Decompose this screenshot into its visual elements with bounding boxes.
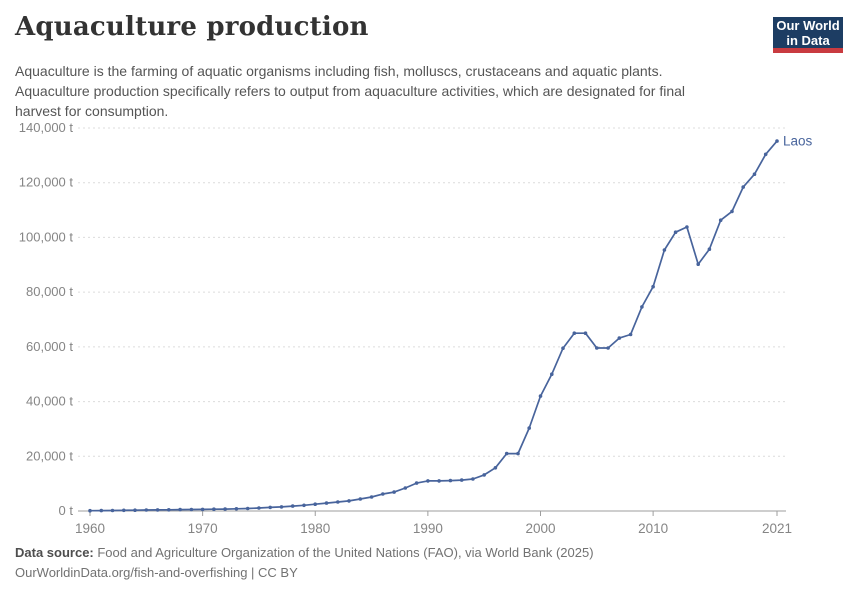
data-point-marker[interactable] [257,506,261,510]
data-point-marker[interactable] [775,139,779,143]
data-point-marker[interactable] [99,508,104,513]
subtitle-line: harvest for consumption. [15,103,169,119]
subtitle-line: Aquaculture production specifically refe… [15,83,686,99]
chart-footer: Data source: Food and Agriculture Organi… [15,543,594,583]
data-point-marker[interactable] [741,185,745,189]
data-point-marker[interactable] [189,507,194,512]
data-point-marker[interactable] [651,284,655,289]
data-point-marker[interactable] [302,503,306,508]
data-point-marker[interactable] [448,478,453,483]
data-point-marker[interactable] [673,230,678,234]
data-point-marker[interactable] [336,500,340,504]
data-point-marker[interactable] [662,248,667,252]
x-axis-tick-label: 2000 [525,521,555,536]
x-axis-tick-label: 1990 [413,521,443,536]
y-axis-tick-label: 100,000 t [19,229,74,244]
data-point-marker[interactable] [392,490,396,494]
footer-link[interactable]: OurWorldinData.org/fish-and-overfishing … [15,565,298,580]
data-source-label: Data source: [15,545,94,560]
data-point-marker[interactable] [223,507,227,511]
data-point-marker[interactable] [595,346,599,350]
data-point-marker[interactable] [459,478,464,482]
data-point-marker[interactable] [381,492,385,496]
data-point-marker[interactable] [493,466,498,470]
series-end-label[interactable]: Laos [783,134,813,149]
data-point-marker[interactable] [234,507,239,511]
data-point-marker[interactable] [313,502,318,507]
y-axis-tick-label: 40,000 t [26,394,73,409]
data-point-marker[interactable] [527,426,531,430]
data-point-marker[interactable] [347,499,351,503]
y-axis-tick-label: 120,000 t [19,175,74,190]
data-source-line: Data source: Food and Agriculture Organi… [15,543,594,563]
data-point-marker[interactable] [752,172,757,176]
data-point-marker[interactable] [437,479,441,483]
x-axis-tick-label: 2010 [638,521,668,536]
owid-logo-line1: Our World [776,17,840,33]
data-point-marker[interactable] [685,225,689,229]
data-point-marker[interactable] [414,481,419,485]
x-axis-tick-label: 1960 [75,521,105,536]
series-line[interactable] [89,140,778,512]
y-axis-tick-label: 80,000 t [26,284,73,299]
data-point-marker[interactable] [324,501,329,505]
y-axis-tick-label: 0 t [59,503,74,518]
data-point-marker[interactable] [707,247,712,251]
x-axis-tick-label: 2021 [762,521,792,536]
data-point-marker[interactable] [504,451,509,456]
data-point-marker[interactable] [718,218,723,222]
data-point-marker[interactable] [290,504,295,508]
data-point-marker[interactable] [200,507,205,512]
subtitle-line: Aquaculture is the farming of aquatic or… [15,63,663,79]
data-point-marker[interactable] [268,505,273,510]
data-point-marker[interactable] [696,262,700,267]
data-point-marker[interactable] [426,479,430,483]
owid-logo-line2: in Data [786,32,830,48]
data-point-marker[interactable] [110,508,115,513]
y-axis-tick-label: 140,000 t [19,120,74,135]
data-point-marker[interactable] [640,305,644,309]
data-point-marker[interactable] [471,477,475,481]
data-point-marker[interactable] [628,332,633,337]
data-point-marker[interactable] [279,505,284,509]
data-point-marker[interactable] [122,508,126,513]
data-point-marker[interactable] [144,508,149,512]
data-point-marker[interactable] [358,497,363,501]
data-point-marker[interactable] [572,331,577,336]
data-point-marker[interactable] [583,331,588,336]
data-point-marker[interactable] [730,209,734,214]
chart-subtitle: Aquaculture is the farming of aquatic or… [15,61,685,121]
data-point-marker[interactable] [561,346,565,351]
data-point-marker[interactable] [550,372,554,377]
y-axis-tick-label: 20,000 t [26,448,73,463]
data-source-text: Food and Agriculture Organization of the… [93,545,594,560]
data-point-marker[interactable] [245,506,250,511]
data-point-marker[interactable] [516,451,520,456]
data-point-marker[interactable] [482,473,487,477]
x-axis-tick-label: 1980 [300,521,330,536]
page-title: Aquaculture production [15,12,369,42]
owid-logo[interactable]: Our World in Data [773,17,843,53]
x-axis-tick-label: 1970 [188,521,218,536]
data-point-marker[interactable] [155,508,160,512]
data-point-marker[interactable] [178,507,182,512]
data-point-marker[interactable] [617,336,622,340]
data-point-marker[interactable] [403,486,408,490]
y-axis-tick-label: 60,000 t [26,339,73,354]
data-point-marker[interactable] [212,507,216,512]
data-point-marker[interactable] [763,152,768,157]
data-point-marker[interactable] [88,508,92,513]
data-point-marker[interactable] [167,508,171,512]
data-point-marker[interactable] [369,495,374,499]
data-point-marker[interactable] [133,508,137,512]
data-point-marker[interactable] [606,346,610,350]
data-point-marker[interactable] [538,394,543,398]
